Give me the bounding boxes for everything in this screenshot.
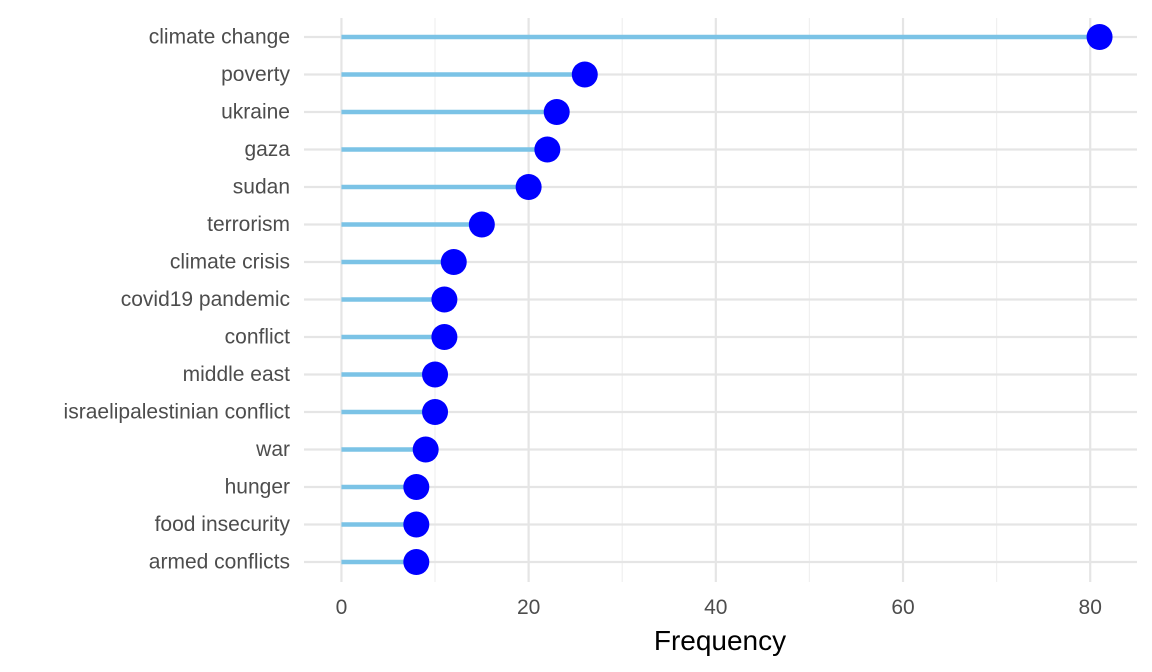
lollipop-point (403, 474, 430, 500)
lollipop-point (468, 211, 495, 238)
y-category-label: poverty (221, 63, 290, 86)
lollipop-point (403, 549, 430, 575)
y-category-label: sudan (233, 176, 290, 199)
y-category-label: armed conflicts (149, 551, 290, 574)
x-tick-label: 20 (517, 596, 540, 619)
lollipop-point (440, 249, 467, 275)
y-category-label: war (255, 438, 290, 461)
x-tick-label: 80 (1079, 596, 1102, 619)
lollipop-point (543, 99, 570, 125)
points (403, 24, 1113, 575)
y-category-label: ukraine (221, 101, 290, 124)
lollipop-point (422, 399, 449, 425)
lollipop-point (412, 436, 439, 463)
y-category-label: climate crisis (170, 251, 290, 274)
y-category-label: food insecurity (155, 513, 291, 536)
y-category-label: israelipalestinian conflict (64, 401, 291, 424)
lollipop-point (431, 324, 458, 350)
y-category-label: hunger (225, 476, 290, 499)
y-category-label: climate change (149, 26, 290, 49)
lollipop-point (422, 361, 449, 388)
y-category-label: gaza (244, 138, 290, 161)
y-category-label: middle east (183, 363, 291, 386)
x-axis-title: Frequency (654, 625, 786, 656)
lollipop-point (515, 174, 542, 200)
y-axis-labels: climate change poverty ukraine gaza sudan ter… (64, 26, 291, 574)
lollipop-point (431, 286, 458, 313)
x-tick-label: 40 (704, 596, 727, 619)
lollipop-point (571, 61, 598, 88)
x-tick-label: 0 (336, 596, 348, 619)
lollipop-point (534, 136, 561, 163)
lollipop-point (403, 511, 430, 538)
y-category-label: conflict (225, 326, 291, 349)
x-axis-ticks: 0 20 40 60 80 (336, 596, 1102, 619)
y-category-label: terrorism (207, 213, 290, 236)
lollipop-point (1086, 24, 1113, 50)
x-tick-label: 60 (891, 596, 914, 619)
y-category-label: covid19 pandemic (121, 288, 290, 311)
